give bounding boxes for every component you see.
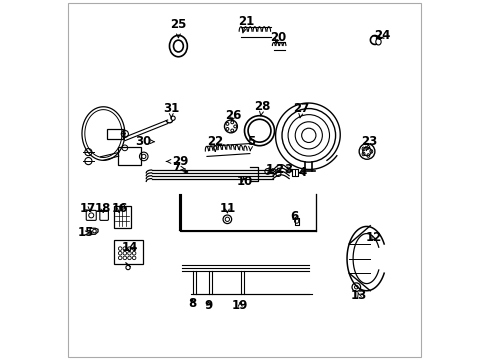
Text: 24: 24	[373, 29, 389, 42]
Text: 8: 8	[188, 297, 197, 310]
Text: 2: 2	[275, 163, 283, 176]
Text: 12: 12	[365, 231, 381, 244]
FancyBboxPatch shape	[86, 210, 96, 220]
Text: 14: 14	[121, 241, 138, 255]
Text: 21: 21	[238, 14, 254, 33]
Text: 9: 9	[204, 299, 212, 312]
Text: 16: 16	[111, 202, 127, 215]
Text: 13: 13	[350, 288, 366, 302]
FancyBboxPatch shape	[107, 129, 123, 139]
Text: 5: 5	[246, 135, 255, 151]
Text: 7: 7	[171, 161, 185, 174]
Text: 4: 4	[298, 166, 306, 179]
Text: 23: 23	[361, 135, 377, 151]
Text: 6: 6	[290, 210, 298, 223]
Text: 11: 11	[219, 202, 235, 215]
Text: 28: 28	[254, 100, 270, 116]
FancyBboxPatch shape	[114, 240, 143, 264]
Text: 27: 27	[293, 102, 309, 118]
Text: 25: 25	[170, 18, 186, 38]
Text: 31: 31	[163, 102, 179, 118]
Text: 15: 15	[77, 226, 94, 239]
Text: 1: 1	[265, 163, 274, 176]
Text: 26: 26	[224, 109, 241, 122]
Text: 18: 18	[94, 202, 111, 215]
Text: 20: 20	[270, 31, 286, 44]
FancyBboxPatch shape	[114, 206, 130, 228]
Text: 3: 3	[284, 163, 291, 176]
Text: 30: 30	[135, 135, 154, 148]
FancyBboxPatch shape	[118, 147, 141, 165]
Text: 22: 22	[206, 135, 223, 151]
FancyBboxPatch shape	[100, 210, 108, 220]
Text: 29: 29	[166, 155, 188, 168]
Text: 10: 10	[236, 175, 252, 188]
Text: 19: 19	[231, 299, 248, 312]
Text: 17: 17	[79, 202, 95, 215]
